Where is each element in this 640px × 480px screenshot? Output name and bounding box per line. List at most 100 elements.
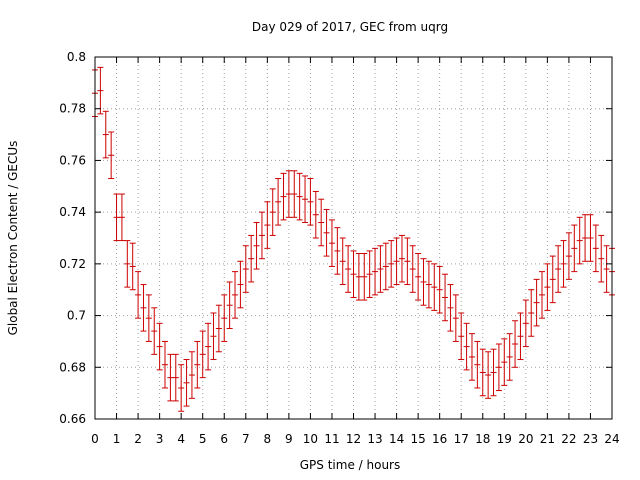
x-tick-label: 4 <box>177 432 185 446</box>
data-point <box>565 232 572 280</box>
data-point <box>458 312 465 361</box>
x-tick-label: 22 <box>561 432 576 446</box>
data-point <box>366 250 373 298</box>
x-tick-label: 16 <box>432 432 447 446</box>
data-point <box>232 271 239 319</box>
y-tick-label: 0.7 <box>67 309 86 323</box>
data-point <box>512 320 519 368</box>
data-point <box>253 221 260 270</box>
y-tick-label: 0.74 <box>59 205 86 219</box>
data-point <box>312 190 319 239</box>
x-tick-label: 6 <box>220 432 228 446</box>
data-point <box>151 307 158 355</box>
data-point <box>560 240 567 288</box>
x-tick-label: 3 <box>156 432 164 446</box>
data-point <box>215 304 222 353</box>
data-point <box>242 245 249 293</box>
data-point <box>474 340 481 389</box>
data-point <box>226 281 233 329</box>
data-point <box>598 234 605 283</box>
data-point <box>431 263 438 311</box>
data-point <box>199 330 206 379</box>
data-series <box>92 66 615 412</box>
data-point <box>468 333 475 381</box>
x-tick-label: 1 <box>113 432 121 446</box>
data-point <box>372 247 379 296</box>
y-tick-label: 0.72 <box>59 257 86 271</box>
data-point <box>97 66 104 115</box>
data-point <box>269 188 276 236</box>
data-point <box>167 353 174 402</box>
data-point <box>415 253 422 301</box>
data-point <box>334 227 341 275</box>
data-point <box>135 271 142 319</box>
x-axis-label: GPS time / hours <box>300 458 401 472</box>
data-point <box>323 209 330 257</box>
x-tick-label: 9 <box>285 432 293 446</box>
data-point <box>248 234 255 283</box>
data-point <box>506 333 513 381</box>
x-tick-label: 20 <box>518 432 533 446</box>
data-point <box>538 271 545 319</box>
data-point <box>393 237 400 286</box>
data-point <box>582 214 589 262</box>
data-point <box>162 340 169 389</box>
data-point <box>113 193 120 242</box>
data-point <box>355 253 362 301</box>
data-point <box>108 131 115 180</box>
data-point <box>517 312 524 361</box>
data-point <box>528 289 535 337</box>
x-tick-label: 8 <box>264 432 272 446</box>
data-point <box>280 172 287 221</box>
x-tick-label: 23 <box>583 432 598 446</box>
data-point <box>140 284 147 332</box>
data-point <box>188 351 195 399</box>
data-point <box>571 224 578 273</box>
x-tick-label: 21 <box>540 432 555 446</box>
data-point <box>178 364 185 412</box>
data-point <box>210 312 217 361</box>
x-tick-label: 5 <box>199 432 207 446</box>
data-point <box>258 211 265 260</box>
data-point <box>388 240 395 288</box>
data-point <box>124 240 131 288</box>
data-point <box>221 294 228 342</box>
data-point <box>490 348 497 397</box>
data-point <box>533 278 540 327</box>
data-point <box>361 253 368 301</box>
y-tick-label: 0.8 <box>67 50 86 64</box>
data-point <box>339 237 346 286</box>
data-point <box>328 219 335 267</box>
data-point <box>404 237 411 286</box>
data-point <box>452 294 459 342</box>
data-point <box>425 260 432 309</box>
data-point <box>576 216 583 265</box>
data-point <box>420 258 427 306</box>
y-tick-label: 0.78 <box>59 102 86 116</box>
data-point <box>156 322 163 371</box>
data-point <box>194 340 201 389</box>
data-point <box>172 353 179 402</box>
data-point <box>555 245 562 293</box>
data-point <box>285 170 292 218</box>
data-point <box>495 343 502 392</box>
data-point <box>129 242 136 291</box>
data-point <box>549 255 556 304</box>
x-tick-label: 19 <box>497 432 512 446</box>
data-point <box>382 242 389 291</box>
data-point <box>318 198 325 247</box>
chart-title: Day 029 of 2017, GEC from uqrg <box>252 20 448 34</box>
data-point <box>463 322 470 371</box>
data-point <box>603 245 610 293</box>
data-point <box>485 351 492 399</box>
data-point <box>544 263 551 311</box>
data-point <box>479 348 486 397</box>
data-point <box>296 172 303 221</box>
data-point <box>436 265 443 314</box>
x-tick-label: 17 <box>454 432 469 446</box>
data-point <box>302 175 309 223</box>
x-tick-label: 18 <box>475 432 490 446</box>
x-tick-label: 0 <box>91 432 99 446</box>
data-point <box>275 178 282 226</box>
x-tick-label: 12 <box>346 432 361 446</box>
